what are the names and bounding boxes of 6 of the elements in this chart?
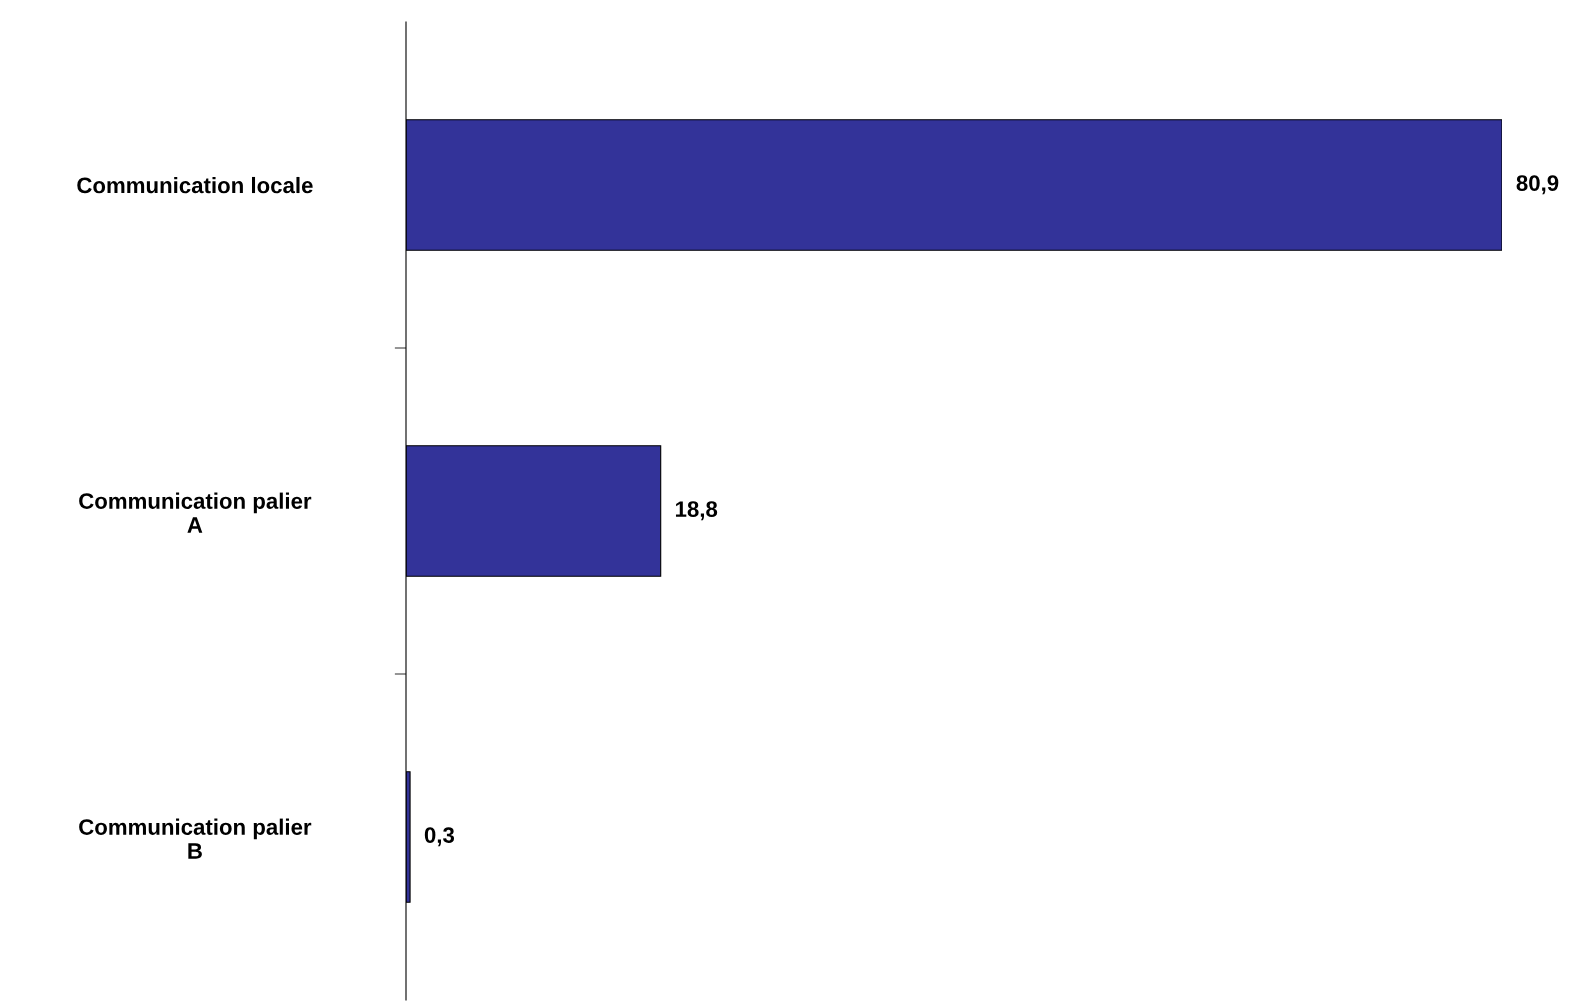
y-tick-label: Communication palier A [79, 492, 312, 533]
data-label: 80,9 [1516, 175, 1559, 195]
y-tick-label: Communication palier B [79, 818, 312, 859]
y-tick-label: Communication locale [77, 176, 313, 194]
data-label: 18,8 [675, 501, 718, 521]
data-label: 0,3 [424, 827, 455, 847]
